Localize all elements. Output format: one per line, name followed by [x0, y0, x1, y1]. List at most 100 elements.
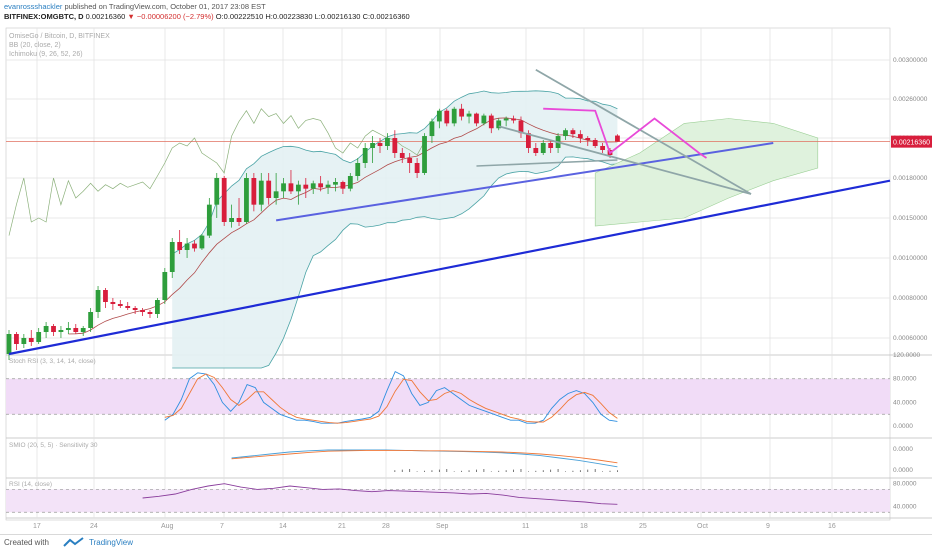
candle-body — [362, 148, 368, 163]
candle-body — [103, 290, 108, 302]
time-axis-label: 18 — [580, 523, 588, 530]
tradingview-link[interactable]: TradingView — [89, 538, 134, 547]
candle-body — [236, 218, 242, 222]
price-axis-label: 0.00180000 — [893, 175, 928, 182]
osc-axis-label: 0.0000 — [893, 467, 913, 474]
main-legend-line: BB (20, close, 2) — [9, 42, 61, 49]
candle-body — [422, 136, 427, 173]
price-axis-label: 0.00300000 — [893, 57, 928, 64]
candle-body — [117, 304, 123, 306]
time-axis-label: 14 — [279, 523, 287, 530]
price-axis-label: 0.00060000 — [893, 335, 928, 342]
low-value: 0.00216130 — [320, 12, 361, 21]
main-legend-line: OmiseGo / Bitcoin, D, BITFINEX — [9, 33, 110, 40]
candle-body — [281, 183, 286, 192]
candle-body — [592, 140, 598, 146]
stoch-zone — [6, 378, 890, 415]
high-value: 0.00223830 — [272, 12, 313, 21]
candle-body — [310, 183, 316, 189]
low-label: L: — [314, 12, 321, 21]
lower-trendline — [8, 179, 891, 356]
stoch-line-k — [164, 370, 618, 424]
candle-body — [88, 312, 94, 328]
high-label: H: — [265, 12, 273, 21]
candle-body — [526, 133, 531, 148]
time-axis-label: 28 — [382, 523, 390, 530]
candle-body — [251, 178, 257, 205]
candle-body — [340, 182, 346, 189]
candle-body — [244, 178, 249, 222]
stoch-axis-label: 80.0000 — [893, 376, 917, 383]
time-axis-label: Sep — [436, 523, 449, 530]
pattern-drawing — [543, 107, 708, 159]
candle-body — [600, 146, 605, 150]
candle-body — [43, 326, 49, 332]
candle-body — [36, 332, 42, 342]
created-with-text: Created with — [4, 538, 49, 547]
open-label: O: — [215, 12, 224, 21]
candle-body — [563, 130, 568, 137]
candle-body — [125, 306, 131, 308]
lagging-span-line — [8, 108, 425, 236]
candle-body — [58, 330, 64, 332]
stoch-legend: Stoch RSI (3, 3, 14, 14, close) — [9, 358, 96, 365]
close-label: C: — [362, 12, 371, 21]
candle-body — [325, 184, 331, 188]
candle-body — [192, 243, 197, 249]
candle-body — [65, 328, 71, 330]
candle-body — [132, 308, 138, 310]
candle-body — [333, 182, 338, 185]
candle-body — [95, 290, 101, 312]
candle-body — [221, 178, 227, 222]
time-axis-label: 24 — [90, 523, 98, 530]
time-axis-label: 21 — [338, 523, 346, 530]
rsi-axis-label: 40.0000 — [893, 504, 917, 511]
candle-body — [429, 121, 435, 137]
candle-body — [466, 113, 472, 117]
candle-body — [80, 328, 86, 332]
candle-body — [414, 163, 420, 173]
candle-body — [169, 242, 175, 272]
candle-body — [570, 130, 576, 135]
candle-body — [295, 184, 301, 192]
rsi-legend: RSI (14, close) — [9, 481, 52, 488]
author-link[interactable]: evanrossshackler — [4, 2, 63, 11]
last-price-tag-label: 0.00216360 — [893, 140, 930, 147]
support-line — [476, 159, 618, 167]
osc-line-signal — [231, 449, 618, 464]
wedge-top-line — [535, 68, 752, 195]
time-axis-label: 9 — [766, 523, 770, 530]
candle-body — [518, 120, 524, 134]
open-value: 0.00222510 — [223, 12, 264, 21]
candle-body — [273, 191, 279, 198]
price-axis-label: 0.00150000 — [893, 215, 928, 222]
candle-body — [177, 242, 183, 250]
candle-body — [474, 113, 479, 124]
rsi-line — [142, 483, 618, 505]
last-price: 0.00216360 — [85, 12, 126, 21]
candle-body — [303, 184, 309, 189]
candle-body — [459, 108, 465, 117]
candle-body — [377, 143, 383, 146]
candle-body — [206, 204, 212, 236]
candle-body — [199, 235, 205, 249]
candle-body — [155, 300, 160, 314]
price-change: ▼ −0.00006200 (−2.79%) — [127, 12, 214, 21]
candle-body — [51, 326, 56, 332]
candle-body — [28, 338, 34, 342]
time-axis-label: 17 — [33, 523, 41, 530]
price-chart[interactable]: 0.003000000.002600000.002200000.00180000… — [0, 22, 932, 534]
published-text: published on TradingView.com, October 01… — [64, 2, 266, 11]
plot-area — [5, 27, 891, 521]
publish-line: evanrossshackler published on TradingVie… — [4, 2, 266, 11]
candle-body — [577, 134, 583, 138]
wedge-bottom-line — [498, 125, 752, 195]
candle-body — [162, 272, 168, 300]
candle-body — [436, 110, 442, 122]
osc-legend: SMIO (20, 5, 5) · Sensitivity 30 — [9, 442, 98, 449]
candle-body — [184, 243, 190, 250]
candle-body — [385, 138, 390, 146]
candle-body — [399, 153, 405, 158]
candle-body — [407, 158, 413, 163]
candle-body — [318, 183, 324, 188]
